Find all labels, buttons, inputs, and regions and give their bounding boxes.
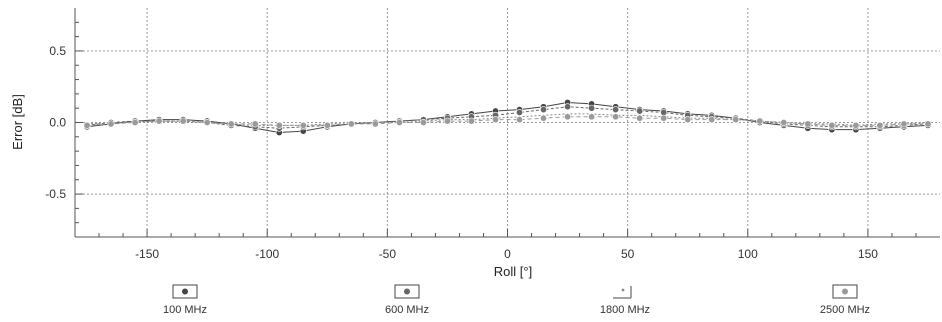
legend-label: 100 MHz [163,304,207,316]
x-tick-label: -150 [135,247,159,261]
axes [74,8,940,238]
data-point [155,117,163,125]
data-point [684,116,692,124]
data-point [131,119,139,127]
series-line [86,106,929,129]
data-point [83,121,91,129]
data-point [924,120,932,128]
data-point [636,114,644,122]
data-point [612,106,620,114]
data-point [491,116,499,124]
data-point [516,116,524,124]
data-point [876,121,884,129]
x-tick-label: -100 [255,247,279,261]
series-line [86,116,928,126]
data-point [203,119,211,127]
y-tick-labels: 0.5 0.0 -0.5 [45,44,66,201]
x-tick-label: 100 [738,247,758,261]
x-axis-title: Roll [°] [494,264,532,279]
data-point [371,120,379,128]
data-point [467,117,475,125]
data-point [299,121,307,129]
data-point [660,114,668,122]
legend-item: 600 MHz [385,284,429,316]
data-point [612,113,620,121]
data-point [251,120,259,128]
y-tick-label: 0.5 [49,44,66,58]
x-tick-label: 50 [621,247,635,261]
data-point [900,120,908,128]
data-point [708,116,716,124]
data-point [323,121,331,129]
data-point [780,119,788,127]
data-point [564,113,572,121]
data-point [828,121,836,129]
data-point [540,106,548,114]
legend-label: 600 MHz [385,304,429,316]
legend-marker [621,288,625,292]
data-point [588,104,596,112]
data-point [347,120,355,128]
x-tick-label: -50 [379,247,397,261]
data-point [419,119,427,127]
legend-label: 2500 MHz [820,304,870,316]
legend: 100 MHz 600 MHz 1800 MHz 2500 MHz [163,284,870,316]
data-point [564,103,572,111]
data-point [588,113,596,121]
legend-marker [842,288,848,295]
y-tick-label: -0.5 [45,187,66,201]
y-tick-label: 0.0 [49,116,66,130]
data-point [756,117,764,125]
data-point [804,120,812,128]
series-2500-mhz [83,113,932,129]
data-point [540,114,548,122]
data-point [107,120,115,128]
x-tick-label: 0 [504,247,511,261]
data-point [275,121,283,129]
data-point [732,116,740,124]
data-point [636,107,644,115]
data-point [443,117,451,125]
data-point [395,119,403,127]
data-point [179,117,187,125]
data-series [83,98,932,137]
legend-label: 1800 MHz [600,304,650,316]
legend-marker [404,288,410,295]
x-tick-label: 150 [858,247,878,261]
legend-marker [182,288,188,295]
legend-item: 2500 MHz [820,284,870,316]
legend-item: 1800 MHz [600,286,650,316]
x-tick-labels: -150 -100 -50 0 50 100 150 [135,247,878,261]
y-axis-title: Error [dB] [10,94,25,150]
data-point [852,121,860,129]
data-point [516,108,524,116]
legend-item: 100 MHz [163,284,207,316]
data-point [227,120,235,128]
